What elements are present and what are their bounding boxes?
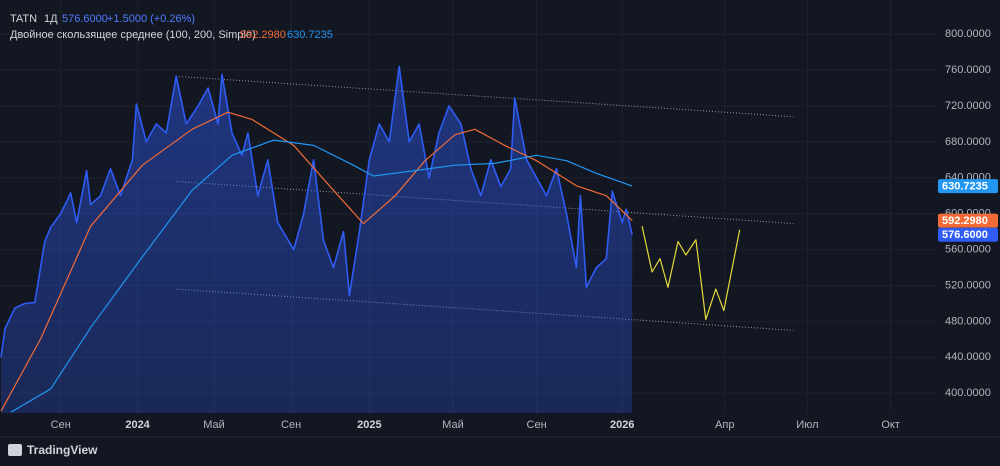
y-tick-label: 480.0000 <box>945 315 991 327</box>
x-tick-label: Апр <box>715 419 734 431</box>
y-tick-label: 680.0000 <box>945 136 991 148</box>
y-tick-label: 440.0000 <box>945 351 991 363</box>
y-tick-label: 560.0000 <box>945 244 991 256</box>
ma200-value: 630.7235 <box>287 29 333 41</box>
interval: 1Д <box>44 13 58 25</box>
x-tick-label: 2024 <box>125 419 150 431</box>
price-change: +1.5000 (+0.26%) <box>107 13 195 25</box>
last-price: 576.6000 <box>62 13 108 25</box>
price-badge-label: 592.2980 <box>942 215 988 227</box>
price-badge <box>938 179 998 194</box>
price-badge-label: 576.6000 <box>942 229 988 241</box>
x-tick-label: 2026 <box>610 419 634 431</box>
brand: TradingView <box>27 443 98 457</box>
y-tick-label: 760.0000 <box>945 64 991 76</box>
price-badge <box>938 227 998 242</box>
ma100-value: 592.2980 <box>240 29 286 41</box>
y-tick-label: 720.0000 <box>945 100 991 112</box>
series-line <box>0 111 633 412</box>
y-tick-label: 520.0000 <box>945 279 991 291</box>
x-tick-label: Сен <box>281 419 301 431</box>
x-tick-label: Сен <box>527 419 547 431</box>
x-tick-label: Сен <box>51 419 71 431</box>
x-tick-label: Июл <box>796 419 818 431</box>
price-badge <box>938 213 998 228</box>
brand-logo <box>8 444 22 456</box>
x-tick-label: 2025 <box>357 419 381 431</box>
symbol: TATN <box>10 13 37 25</box>
series-line <box>10 139 633 413</box>
y-tick-label: 400.0000 <box>945 387 991 399</box>
y-tick-label: 800.0000 <box>945 28 991 40</box>
channel-line <box>176 75 794 118</box>
price-badge-label: 630.7235 <box>942 181 988 193</box>
series-line <box>641 226 741 321</box>
x-tick-label: Май <box>442 419 464 431</box>
indicator-name: Двойное скользящее среднее (100, 200, Si… <box>10 29 256 41</box>
series-line <box>0 65 633 358</box>
x-tick-label: Май <box>203 419 225 431</box>
x-tick-label: Окт <box>881 419 900 431</box>
